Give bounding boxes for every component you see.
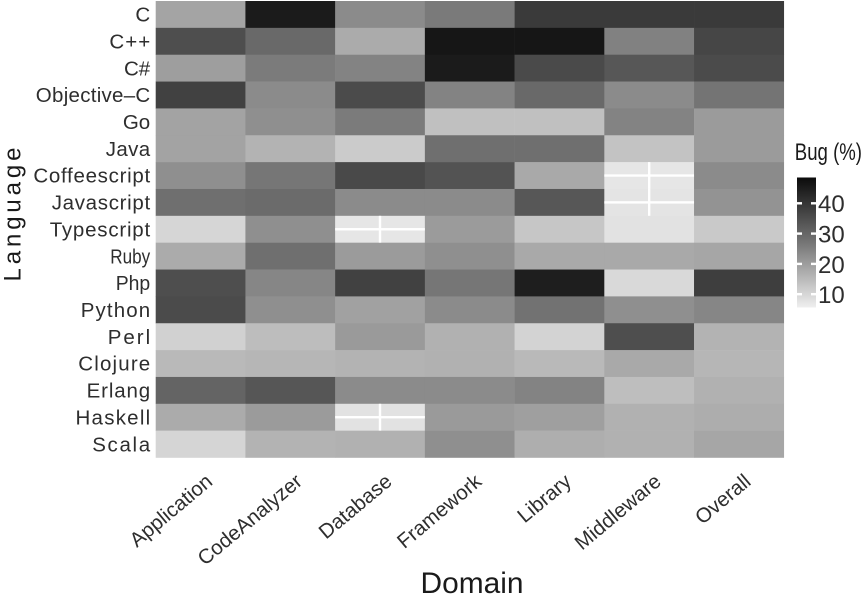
svg-text:Bug (%): Bug (%) <box>795 139 862 166</box>
svg-text:Php: Php <box>116 272 151 295</box>
svg-text:Clojure: Clojure <box>78 353 150 376</box>
svg-text:Coffeescript: Coffeescript <box>33 165 150 188</box>
svg-text:Javascript: Javascript <box>52 192 151 215</box>
svg-text:Java: Java <box>106 138 151 161</box>
svg-text:10: 10 <box>818 282 845 309</box>
svg-text:Perl: Perl <box>108 326 151 349</box>
svg-text:Erlang: Erlang <box>87 380 151 403</box>
svg-text:Python: Python <box>81 299 151 322</box>
svg-text:Ruby: Ruby <box>110 245 151 268</box>
svg-text:Scala: Scala <box>92 433 151 456</box>
svg-text:Go: Go <box>123 111 150 134</box>
svg-text:Objective–C: Objective–C <box>36 84 151 107</box>
svg-text:40: 40 <box>818 191 845 218</box>
svg-text:Haskell: Haskell <box>76 406 151 429</box>
svg-text:Domain: Domain <box>421 567 524 594</box>
svg-text:20: 20 <box>818 252 845 279</box>
svg-text:C: C <box>135 4 150 27</box>
svg-text:Typescript: Typescript <box>50 218 151 241</box>
svg-text:30: 30 <box>818 222 845 249</box>
svg-text:C#: C# <box>124 57 151 80</box>
svg-text:C++: C++ <box>109 30 150 53</box>
